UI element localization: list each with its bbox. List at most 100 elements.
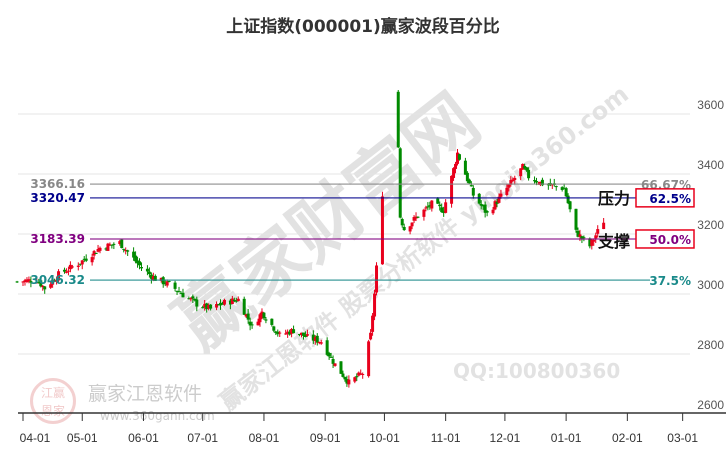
candle-body: [120, 239, 124, 249]
level-box: [635, 229, 695, 249]
candle-body: [560, 187, 564, 190]
candle-body: [438, 204, 442, 207]
candle-body: [151, 276, 155, 281]
candle-body: [234, 300, 238, 302]
candle-body: [244, 314, 248, 317]
candle-body: [35, 282, 39, 284]
candle-body: [483, 204, 487, 213]
candle-body: [126, 250, 130, 252]
x-tick-label: 03-01: [667, 431, 698, 445]
candle-body: [260, 311, 264, 316]
candle-body: [228, 300, 232, 305]
candle-body: [258, 314, 262, 323]
candle-body: [497, 196, 501, 203]
candle-body: [274, 331, 278, 334]
y-tick-label: 2600: [697, 398, 724, 412]
x-tick-label: 10-01: [369, 431, 400, 445]
candle-body: [471, 187, 475, 196]
candle-body: [454, 163, 458, 169]
candle-body: [181, 292, 185, 298]
candle-body: [373, 293, 377, 317]
level-pct: 50.0%: [649, 233, 691, 247]
candle-body: [246, 313, 250, 320]
candle-body: [505, 187, 509, 195]
candle-body: [430, 200, 434, 209]
candle-body: [230, 298, 234, 305]
candle-body: [424, 207, 428, 209]
candle-body: [90, 257, 94, 263]
candle-body: [217, 304, 221, 306]
candle-body: [203, 303, 207, 308]
candle-body: [272, 326, 276, 331]
candle-body: [499, 193, 503, 197]
candle-body: [315, 335, 319, 343]
candle-body: [76, 265, 80, 267]
candle-body: [232, 299, 236, 301]
candle-body: [96, 249, 100, 252]
candle-body: [456, 152, 459, 164]
y-tick-label: 3600: [697, 98, 724, 112]
candle-body: [92, 251, 96, 256]
candle-body: [187, 298, 191, 300]
candle-body: [276, 331, 280, 335]
candle-body: [104, 248, 108, 250]
candle-body: [292, 329, 296, 334]
x-tick-label: 07-01: [187, 431, 218, 445]
candle-body: [248, 321, 252, 326]
candle-body: [343, 377, 347, 380]
level-value: 3320.47: [30, 191, 85, 205]
candle-body: [408, 226, 412, 232]
candle-body: [333, 363, 337, 366]
candle-body: [23, 280, 27, 282]
candle-body: [414, 216, 418, 219]
level-box: [635, 188, 695, 208]
candle-body: [602, 222, 606, 230]
candle-body: [519, 168, 523, 177]
candle-body: [325, 340, 329, 355]
candle-body: [380, 196, 384, 265]
candle-body: [165, 281, 169, 286]
candle-body: [576, 230, 580, 237]
candle-body: [412, 217, 416, 221]
x-tick-label: 01-01: [551, 431, 582, 445]
candle-body: [491, 209, 495, 214]
candle-body: [580, 236, 584, 239]
candle-body: [341, 373, 345, 377]
level-pct: 37.5%: [649, 274, 691, 288]
candle-body: [298, 334, 301, 336]
candle-body: [525, 167, 529, 171]
candle-body: [303, 335, 307, 337]
level-note: 压力: [598, 189, 630, 208]
candle-body: [147, 271, 151, 275]
y-tick-label: 3000: [697, 278, 724, 292]
candle-body: [153, 275, 157, 281]
candle-body: [319, 342, 323, 344]
candle-body: [596, 229, 600, 234]
candle-body: [82, 258, 86, 260]
candle-body: [535, 181, 538, 183]
candle-body: [43, 286, 47, 290]
candle-body: [173, 282, 177, 289]
candle-body: [568, 201, 572, 210]
candle-body: [242, 298, 246, 315]
candle-body: [554, 186, 558, 188]
candle-body: [495, 202, 499, 204]
candle-body: [367, 341, 371, 377]
candle-body: [592, 239, 596, 242]
candle-body: [29, 281, 33, 283]
level-value: 3046.32: [30, 273, 85, 287]
candle-body: [256, 321, 260, 326]
candle-body: [177, 291, 181, 293]
candle-body: [106, 243, 110, 251]
candle-body: [523, 165, 527, 169]
candle-body: [136, 260, 140, 264]
candle-body: [209, 304, 213, 309]
candle-body: [84, 258, 88, 261]
candle-body: [416, 216, 420, 218]
candle-body: [355, 376, 359, 378]
x-tick-label: 08-01: [249, 431, 280, 445]
candle-body: [301, 332, 305, 336]
candle-body: [108, 244, 112, 246]
candle-body: [527, 169, 531, 179]
candle-body: [236, 298, 240, 302]
